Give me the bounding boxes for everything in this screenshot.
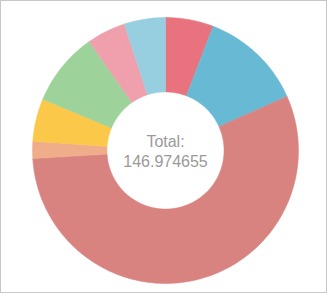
svg-text:Total:146.974655: Total:146.974655 <box>123 133 208 170</box>
